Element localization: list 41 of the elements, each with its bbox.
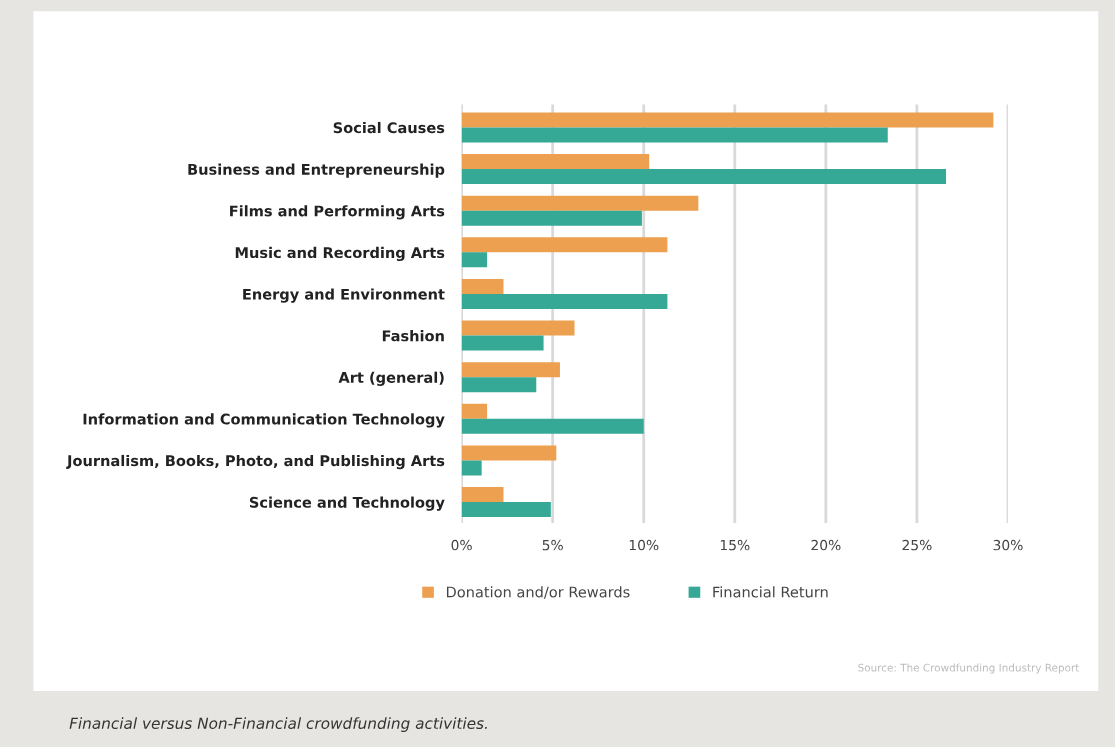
text: Financial versus Non-Financial crowdfunding activities. [69,717,487,732]
y-tick-label: Business and Entrepreneurship [188,163,445,178]
y-tick-label: Energy and Environment [243,288,445,303]
x-tick-label: 25% [902,539,932,551]
bar [461,112,994,128]
bar [461,320,575,336]
bar [461,487,504,503]
bar [461,237,668,253]
bar [461,210,642,226]
y-tick-label: Fashion [382,330,444,342]
bar [461,169,947,185]
x-tick-label: 20% [811,539,841,551]
y-tick-label: Science and Technology [249,496,445,511]
bar [461,293,668,309]
y-tick-label: Journalism, Books, Photo, and Publishing Arts [66,454,445,470]
bar [461,460,482,476]
x-tick-label: 30% [993,539,1023,551]
source-note: Source: The Crowdfunding Industry Report [858,663,1080,674]
y-tick-label: Information and Communication Technology [83,413,445,428]
bar [461,335,544,351]
bar [461,252,488,268]
y-tick-label: Music and Recording Arts [235,246,445,262]
bar [461,445,557,461]
legend-label: Financial Return [713,586,828,598]
y-tick-label: Art (general) [338,371,444,386]
x-tick-label: 0% [451,539,472,551]
bar [461,418,644,434]
x-tick-label: 10% [629,539,659,551]
bar [461,127,888,143]
legend-label: Donation and/or Rewards [446,586,630,599]
bar [461,377,537,393]
y-tick-label: Films and Performing Arts [230,205,445,220]
y-tick-label: Social Causes [333,121,445,134]
bar [461,403,488,419]
bar [461,502,551,518]
bar [461,195,699,211]
bar [461,278,504,294]
bar [461,154,650,170]
x-tick-label: 15% [720,539,750,551]
bar [461,362,560,378]
x-tick-label: 5% [542,539,563,551]
